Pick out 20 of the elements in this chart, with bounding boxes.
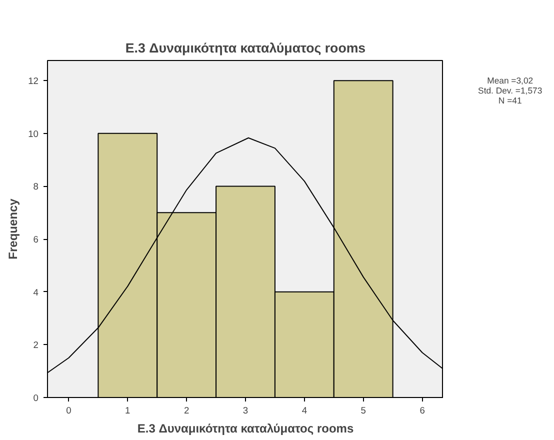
y-tick-label: 10	[28, 128, 39, 139]
text: Std. Dev. =1,573	[478, 85, 542, 96]
y-tick-label: 12	[28, 76, 39, 86]
x-tick-label: 2	[184, 406, 190, 416]
x-tick-label: 5	[360, 406, 366, 416]
y-tick-label: 0	[33, 393, 39, 403]
text: Mean =3,02	[487, 75, 534, 86]
chart-title: E.3 Δυναμικότητα καταλύματος rooms	[125, 40, 366, 56]
x-tick-label: 4	[302, 406, 308, 416]
y-axis-title: Frequency	[6, 198, 20, 260]
y-tick-label: 2	[33, 340, 39, 350]
y-tick-label: 8	[33, 182, 39, 192]
y-tick-label: 4	[33, 287, 39, 298]
x-axis-title: E.3 Δυναμικότητα καταλύματος rooms	[137, 422, 354, 436]
y-tick-label: 6	[33, 234, 39, 245]
x-tick-label: 6	[420, 406, 425, 416]
x-tick-label: 1	[125, 406, 130, 416]
x-tick-label: 3	[242, 406, 248, 416]
text: N =41	[498, 95, 522, 106]
x-tick-label: 0	[66, 406, 72, 416]
